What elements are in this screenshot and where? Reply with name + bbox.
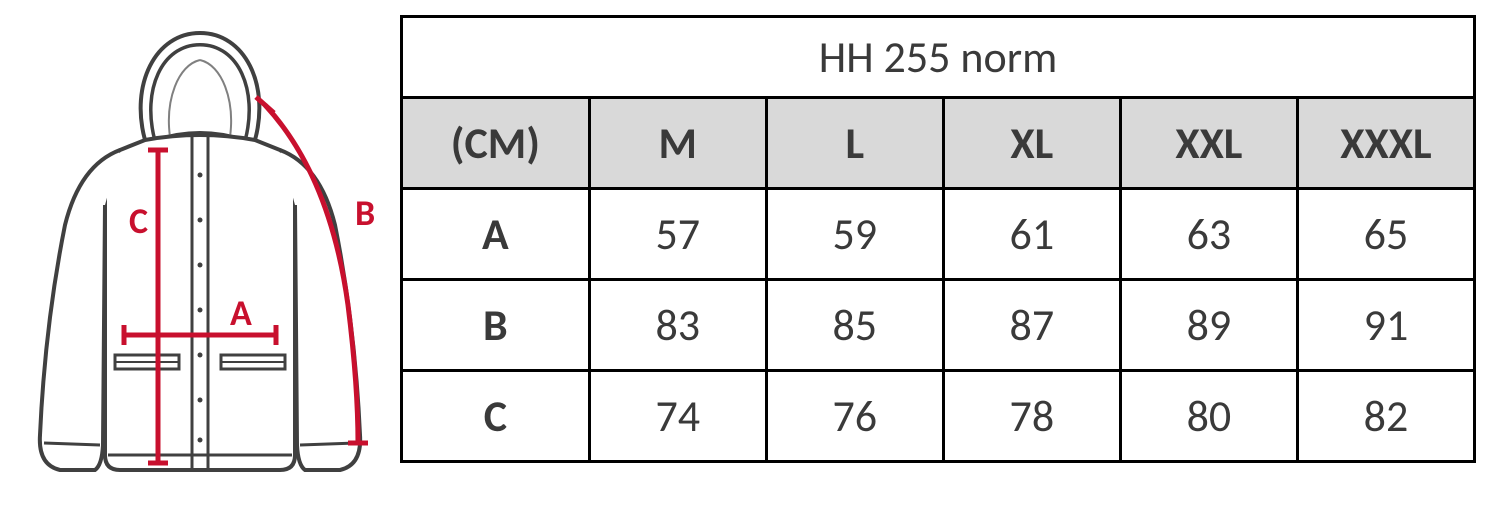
cell: 61 bbox=[943, 189, 1120, 280]
title-row: HH 255 norm bbox=[402, 17, 1475, 98]
row-label: A bbox=[402, 189, 590, 280]
cell: 65 bbox=[1297, 189, 1474, 280]
unit-header: (CM) bbox=[402, 98, 590, 189]
cell: 83 bbox=[589, 280, 766, 371]
size-header: L bbox=[766, 98, 943, 189]
cell: 91 bbox=[1297, 280, 1474, 371]
table-row: B 83 85 87 89 91 bbox=[402, 280, 1475, 371]
jacket-diagram: C A B bbox=[20, 15, 380, 500]
table-title: HH 255 norm bbox=[402, 17, 1475, 98]
diagram-label-c: C bbox=[129, 199, 148, 243]
size-chart-container: C A B HH 255 norm (CM) M L XL XXL XXXL A bbox=[20, 15, 1476, 500]
header-row: (CM) M L XL XXL XXXL bbox=[402, 98, 1475, 189]
row-label: B bbox=[402, 280, 590, 371]
cell: 78 bbox=[943, 371, 1120, 462]
cell: 57 bbox=[589, 189, 766, 280]
table-row: A 57 59 61 63 65 bbox=[402, 189, 1475, 280]
jacket-svg: C A B bbox=[20, 25, 380, 495]
size-table-wrap: HH 255 norm (CM) M L XL XXL XXXL A 57 59… bbox=[400, 15, 1476, 463]
cell: 80 bbox=[1120, 371, 1297, 462]
cell: 85 bbox=[766, 280, 943, 371]
cell: 87 bbox=[943, 280, 1120, 371]
size-header: XXXL bbox=[1297, 98, 1474, 189]
diagram-label-b: B bbox=[355, 191, 375, 235]
table-row: C 74 76 78 80 82 bbox=[402, 371, 1475, 462]
row-label: C bbox=[402, 371, 590, 462]
size-header: XL bbox=[943, 98, 1120, 189]
cell: 76 bbox=[766, 371, 943, 462]
size-table: HH 255 norm (CM) M L XL XXL XXXL A 57 59… bbox=[400, 15, 1476, 463]
cell: 59 bbox=[766, 189, 943, 280]
cell: 82 bbox=[1297, 371, 1474, 462]
size-header: M bbox=[589, 98, 766, 189]
diagram-label-a: A bbox=[230, 291, 252, 335]
cell: 89 bbox=[1120, 280, 1297, 371]
size-header: XXL bbox=[1120, 98, 1297, 189]
cell: 74 bbox=[589, 371, 766, 462]
cell: 63 bbox=[1120, 189, 1297, 280]
